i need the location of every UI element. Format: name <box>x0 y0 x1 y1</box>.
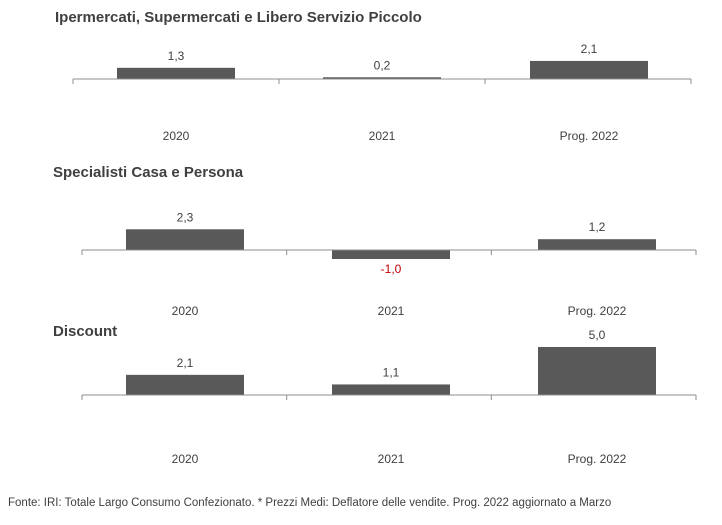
chart-2-bar-1 <box>126 229 244 250</box>
chart-3-bar-1 <box>126 374 244 395</box>
chart-3-value-label-1: 2,1 <box>177 356 194 370</box>
chart-1-category-label-2: 2021 <box>369 129 396 143</box>
chart-2-value-label-3: 1,2 <box>589 220 606 234</box>
chart-3-bar-2 <box>332 384 450 395</box>
chart-2-bar-3 <box>538 239 656 250</box>
chart-2-category-label-2: 2021 <box>378 304 405 318</box>
chart-2-bar-2 <box>332 250 450 259</box>
chart-1-bar-2 <box>323 77 441 79</box>
chart-3-category-label-1: 2020 <box>172 452 199 466</box>
chart-3-value-label-3: 5,0 <box>589 328 606 342</box>
chart-3-category-label-3: Prog. 2022 <box>568 452 627 466</box>
chart-2-title: Specialisti Casa e Persona <box>53 164 244 181</box>
chart-2-value-label-2: -1,0 <box>381 262 402 276</box>
chart-3-title: Discount <box>53 323 117 340</box>
chart-1-bar-1 <box>117 67 235 79</box>
chart-3-value-label-2: 1,1 <box>383 365 400 379</box>
chart-1-value-label-3: 2,1 <box>581 42 598 56</box>
chart-2-value-label-1: 2,3 <box>177 210 194 224</box>
chart-3-bar-3 <box>538 347 656 395</box>
footnote: Fonte: IRI: Totale Largo Consumo Confezi… <box>8 497 612 509</box>
chart-2-category-label-3: Prog. 2022 <box>568 304 627 318</box>
chart-1-title: Ipermercati, Supermercati e Libero Servi… <box>55 9 422 26</box>
chart-1-value-label-1: 1,3 <box>168 49 185 63</box>
chart-1-bar-3 <box>530 60 648 79</box>
chart-3-category-label-2: 2021 <box>378 452 405 466</box>
chart-2-category-label-1: 2020 <box>172 304 199 318</box>
chart-1-category-label-3: Prog. 2022 <box>560 129 619 143</box>
chart-1-category-label-1: 2020 <box>163 129 190 143</box>
chart-1-value-label-2: 0,2 <box>374 58 391 72</box>
